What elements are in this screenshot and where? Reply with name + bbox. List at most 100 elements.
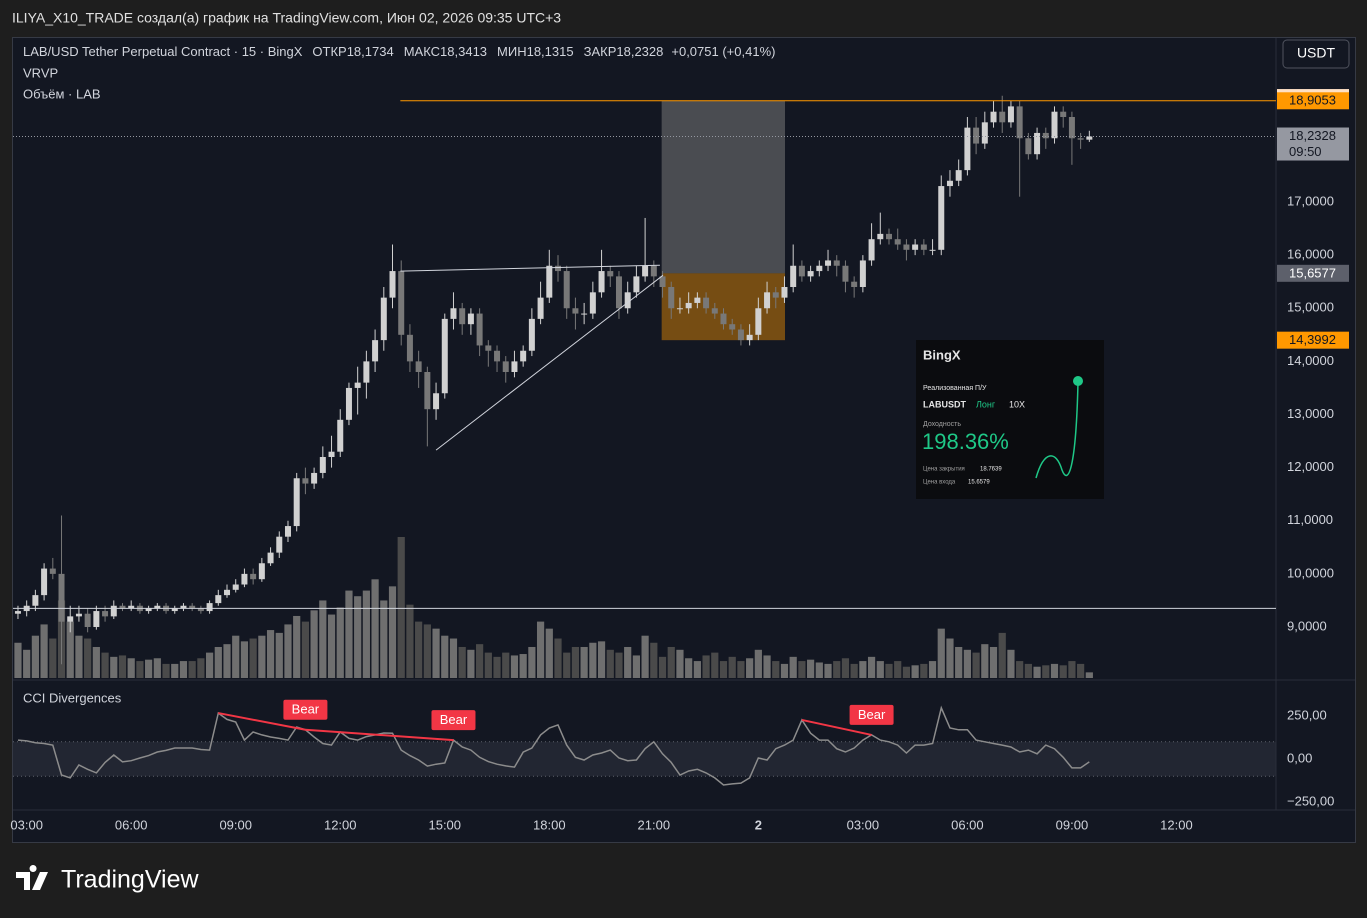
symbol-legend: LAB/USD Tether Perpetual Contract · 15 ·… [23,44,775,59]
card-text: Цена закрытия [923,467,965,473]
cci-tick-label: 250,00 [1287,707,1327,722]
candle-body [41,568,48,596]
y-tick-label: 11,0000 [1287,512,1333,527]
candle-body [894,239,901,245]
volume-bar [798,661,806,678]
volume-bar [928,661,937,678]
candle-body [720,313,727,325]
currency-button[interactable] [1282,39,1350,69]
volume-bar [484,652,492,678]
candle-body [250,573,257,580]
volume-bar [1059,665,1067,678]
volume-bar [423,624,431,678]
divergence-line [305,728,454,742]
card-text: Цена входа [923,480,956,486]
candle-body [624,292,631,309]
candle-body [711,308,718,314]
divergence-line [801,718,872,736]
candle-body [528,318,535,351]
volume-bar [963,649,971,678]
card-leverage: 10X [1009,399,1025,409]
candle-body [406,334,413,362]
volume-bar [589,642,597,678]
candle-body [154,605,161,609]
volume-bar [667,646,675,678]
x-tick-label: 06:00 [951,817,984,832]
volume-bar [650,642,658,678]
volume-bar [362,590,370,678]
candle-body [171,608,178,612]
candle-body [764,292,771,309]
price-tag [1277,264,1349,282]
volume-bar [824,663,832,678]
volume-bar [685,658,693,678]
volume-bar [807,659,815,678]
volume-bar [876,661,884,678]
volume-bar [406,604,414,678]
candle-body [981,122,988,144]
chart-layer: 9,0000 10,0000 11,0000 12,0000 13,0000 14,000… [10,89,1349,832]
candle-body [345,387,352,420]
divergence-label: Bear [292,702,320,717]
candle-body [372,340,379,362]
volume-bar [336,607,344,678]
volume-bar [275,632,283,678]
candle-body [502,361,509,373]
volume-bar [1007,649,1015,678]
candle-body [598,271,605,293]
candle-body [520,350,527,362]
x-tick-label: 12:00 [1160,817,1193,832]
volume-bar [1085,672,1093,678]
volume-bar [658,656,667,678]
divergence-label: Bear [440,712,468,727]
volume-bar [763,655,771,678]
candle-body [433,393,440,410]
volume-bar [110,656,118,678]
candle-body [781,287,788,298]
divergence-line [218,712,306,731]
price-tag-label: 18,9053 [1289,93,1336,108]
volume-bar [981,644,989,678]
volume-bar [118,655,127,678]
volume-bar [232,635,240,678]
volume-bar [258,635,266,678]
currency-label[interactable]: USDT [1297,45,1336,61]
x-tick-label: 06:00 [115,817,148,832]
volume-bar [75,635,83,678]
candle-body [555,265,562,272]
volume-bar [293,615,301,678]
candle-body [746,334,753,341]
candle-body [851,281,858,288]
candle-body [685,302,692,309]
volume-bar [493,656,501,678]
divergence-label: Bear [858,707,886,722]
candle-body [14,611,21,614]
candle-body [946,180,953,187]
volume-bar [894,661,902,678]
volume-bar [23,649,31,678]
volume-bar [66,621,74,678]
volume-bar [563,652,571,678]
candle-body [511,361,518,373]
candle-body [485,345,492,351]
candle-body [755,308,762,335]
volume-bar [188,661,196,678]
y-tick-label: 12,0000 [1287,459,1334,474]
change: +0,0751 (+0,41%) [671,44,775,59]
candle-body [328,451,335,458]
candle-body [84,613,91,628]
x-tick-label: 18:00 [533,817,566,832]
volume-bar [345,590,353,678]
candle-body [1086,136,1093,140]
volume-bar [510,655,519,678]
x-tick-label: 09:00 [219,817,252,832]
candle-body [311,472,318,484]
volume-bar [937,628,945,678]
volume-bar [415,621,423,678]
candle-body [276,536,283,553]
candle-body [450,308,457,319]
candle-body [694,297,701,303]
volume-bar [327,614,336,678]
divergence-badge [849,704,894,725]
candle-body [49,568,56,574]
